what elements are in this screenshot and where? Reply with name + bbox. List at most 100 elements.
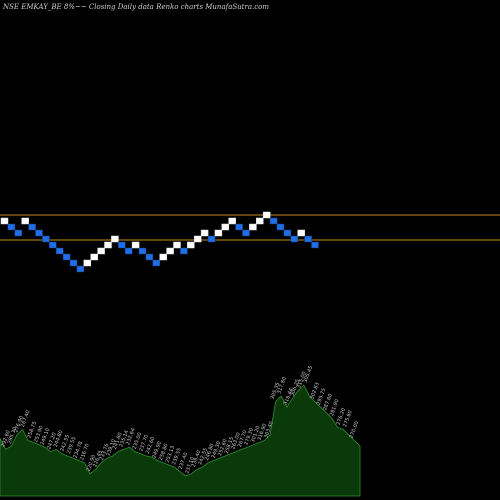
volume-label: 267.40	[20, 410, 32, 428]
renko-brick-down	[304, 235, 312, 243]
volume-label: 279.30	[243, 427, 255, 445]
renko-brick-up	[111, 235, 119, 243]
volume-label: 275.60	[342, 410, 354, 428]
volume-label: 237.10	[184, 456, 196, 474]
renko-brick-up	[221, 223, 230, 231]
volume-label: 252.60	[217, 438, 229, 456]
renko-brick-up	[131, 241, 140, 249]
renko-brick-up	[200, 229, 209, 237]
renko-brick-down	[311, 241, 319, 249]
renko-brick-down	[118, 241, 126, 249]
volume-label: 235.00	[132, 432, 144, 450]
volume-label: 267.70	[237, 430, 249, 448]
renko-brick-down	[28, 223, 36, 231]
volume-label: 239.10	[105, 438, 117, 456]
renko-brick-up	[193, 235, 202, 243]
renko-brick-up	[104, 241, 112, 249]
volume-label: 276.20	[336, 407, 348, 425]
volume-label: 253.90	[33, 425, 45, 443]
renko-brick-down	[207, 235, 216, 243]
renko-brick-down	[242, 229, 250, 237]
renko-brick-down	[290, 235, 299, 243]
volume-label: 246.80	[204, 443, 216, 461]
volume-label: 249.10	[40, 427, 52, 445]
volume-label: 270.00	[349, 421, 361, 439]
volume-label: 305.45	[303, 365, 315, 383]
volume-label: 235.14	[119, 430, 131, 448]
renko-brick-down	[283, 229, 292, 237]
renko-brick-down	[7, 223, 16, 231]
renko-brick-down	[49, 241, 57, 249]
volume-label: 305.35	[270, 382, 282, 400]
volume-label: 237.70	[138, 434, 150, 452]
volume-label: 301.20	[250, 425, 262, 443]
volume-label: 249.30	[211, 441, 223, 459]
renko-brick-down	[14, 229, 23, 237]
renko-brick-up	[90, 253, 98, 261]
volume-label: 234.78	[73, 441, 85, 459]
renko-brick-up	[159, 253, 167, 261]
volume-label: 241.80	[112, 432, 124, 450]
volume-label: 302.83	[309, 382, 321, 400]
volume-label: 247.20	[46, 432, 58, 450]
volume-label: 258.15	[224, 436, 236, 454]
renko-brick-up	[187, 241, 195, 249]
volume-label: 244.80	[53, 430, 65, 448]
renko-brick-up	[228, 217, 236, 225]
volume-label: 281.90	[329, 398, 341, 416]
renko-brick-down	[235, 223, 243, 231]
renko-brick-down	[152, 259, 161, 267]
volume-label: 242.60	[145, 436, 157, 454]
renko-brick-down	[42, 235, 50, 243]
volume-label: 226.45	[92, 450, 104, 468]
volume-label: 258.80	[158, 443, 170, 461]
volume-label: 303.40	[263, 421, 275, 439]
volume-label: 242.55	[197, 447, 209, 465]
volume-label: 242.55	[59, 434, 71, 452]
renko-brick-down	[76, 265, 85, 273]
renko-brick-up	[83, 259, 92, 267]
volume-label: 316.44	[283, 387, 295, 405]
volume-label: 239.55	[66, 436, 78, 454]
renko-brick-down	[145, 253, 154, 261]
chart-header: NSE EMKAY_BE 8%~~ Closing Daily data Ren…	[3, 3, 270, 11]
volume-label: 317.80	[276, 376, 288, 394]
renko-brick-down	[124, 247, 133, 255]
volume-label: 263.00	[230, 432, 242, 450]
volume-label: 285.30	[7, 426, 19, 444]
volume-label: 233.76	[99, 443, 111, 461]
volume-label: 239.55	[171, 447, 183, 465]
renko-brick-down	[55, 247, 64, 255]
renko-brick-up	[0, 217, 9, 225]
volume-label: 258.75	[27, 421, 39, 439]
volume-label: 295.75	[316, 387, 328, 405]
volume-label: 292.60	[0, 430, 12, 448]
renko-brick-down	[69, 259, 78, 267]
renko-brick-up	[97, 247, 105, 255]
volume-label: 237.40	[178, 452, 190, 470]
volume-label: 287.60	[322, 393, 334, 411]
volume-label: 239.40	[191, 450, 203, 468]
renko-brick-up	[166, 247, 174, 255]
volume-label: 249.90	[151, 441, 163, 459]
renko-brick-up	[249, 223, 257, 231]
renko-brick-down	[276, 223, 285, 231]
volume-label: 232.64	[125, 427, 137, 445]
renko-brick-up	[173, 241, 181, 249]
renko-brick-up	[214, 229, 223, 237]
renko-brick-up	[262, 211, 271, 219]
renko-brick-up	[297, 229, 305, 237]
volume-area	[0, 384, 361, 497]
volume-label: 306.25	[290, 378, 302, 396]
renko-brick-down	[62, 253, 71, 261]
renko-brick-up	[21, 217, 29, 225]
renko-brick-up	[256, 217, 264, 225]
volume-label: 276.90	[13, 415, 25, 433]
renko-brick-down	[35, 229, 43, 237]
volume-label: 315.00	[296, 371, 308, 389]
volume-label: 316.90	[257, 423, 269, 441]
volume-label: 253.13	[165, 445, 177, 463]
volume-label: 216.70	[79, 443, 91, 461]
volume-label: 220.90	[86, 454, 98, 472]
